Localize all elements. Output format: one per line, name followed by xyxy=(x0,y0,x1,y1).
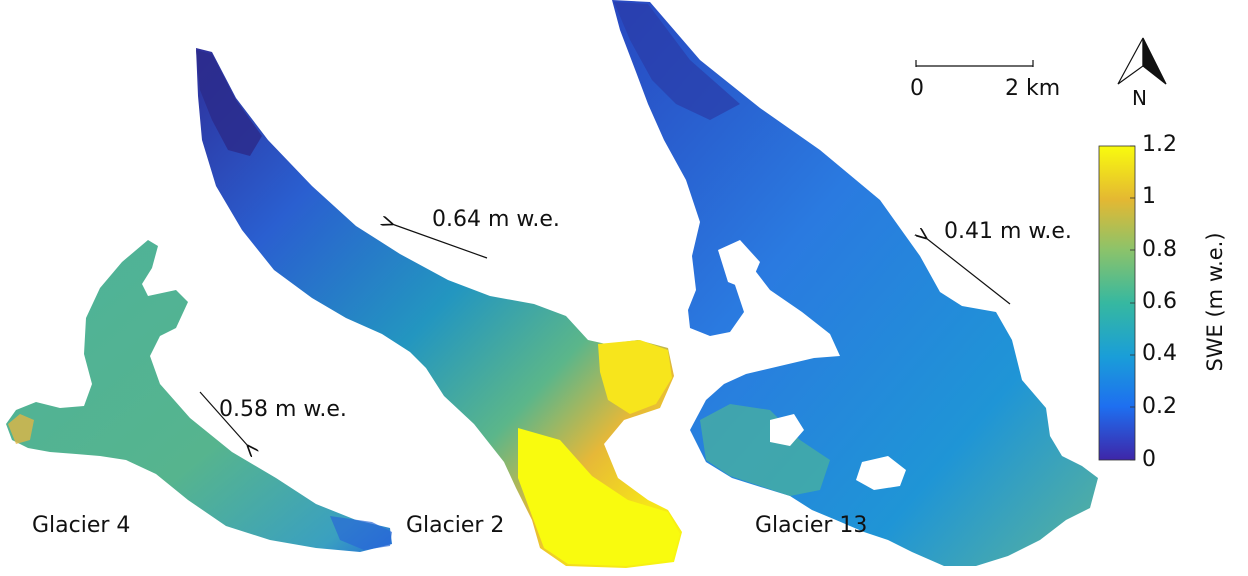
glacier-13-hole-1 xyxy=(770,414,804,446)
colorbar-tick-label: 0.2 xyxy=(1142,394,1177,419)
glacier-2-yellow-east xyxy=(598,340,672,414)
glacier-4-swe-label: 0.58 m w.e. xyxy=(219,397,347,422)
glacier-4-west-tongue xyxy=(8,414,34,444)
glacier-13-flow-arrow xyxy=(926,238,1011,305)
glacier-13-accumulation xyxy=(614,2,740,120)
glacier-13-hole-2 xyxy=(856,456,906,490)
colorbar-tick-label: 0.8 xyxy=(1142,237,1177,262)
colorbar-tick-label: 1.2 xyxy=(1142,132,1177,157)
scale-bar xyxy=(915,60,1034,67)
colorbar xyxy=(1098,145,1136,461)
glacier-4 xyxy=(6,240,392,552)
glacier-4-name: Glacier 4 xyxy=(32,513,131,538)
colorbar-tick-label: 0.4 xyxy=(1142,341,1177,366)
glacier-13 xyxy=(612,0,1098,566)
colorbar-tick-label: 0.6 xyxy=(1142,289,1177,314)
colorbar-tick-label: 1 xyxy=(1142,184,1156,209)
glacier-2-surface xyxy=(196,48,682,568)
colorbar-tick-label: 0 xyxy=(1142,447,1156,472)
glacier-13-name: Glacier 13 xyxy=(755,513,868,538)
glacier-13-lower-green xyxy=(700,404,830,496)
glacier-2 xyxy=(196,48,682,568)
glacier-2-yellow-terminus xyxy=(518,428,680,566)
colorbar-ticks xyxy=(1130,145,1135,461)
north-arrow-icon xyxy=(1117,37,1167,85)
glacier-13-swe-label: 0.41 m w.e. xyxy=(944,219,1072,244)
glacier-2-swe-label: 0.64 m w.e. xyxy=(432,207,560,232)
colorbar-title: SWE (m w.e.) xyxy=(1203,232,1227,372)
glacier-4-surface xyxy=(6,240,392,552)
glacier-4-flow-arrow xyxy=(199,391,248,446)
glacier-13-notch xyxy=(718,240,760,290)
north-label: N xyxy=(1132,86,1147,110)
glacier-2-flow-arrow xyxy=(392,224,488,259)
glacier-2-name: Glacier 2 xyxy=(406,513,505,538)
glacier-2-upper-lobe xyxy=(196,50,262,156)
scale-bar-end-label: 2 km xyxy=(1005,76,1061,101)
scale-bar-start-label: 0 xyxy=(910,76,924,101)
glacier-4-snout xyxy=(330,516,392,550)
